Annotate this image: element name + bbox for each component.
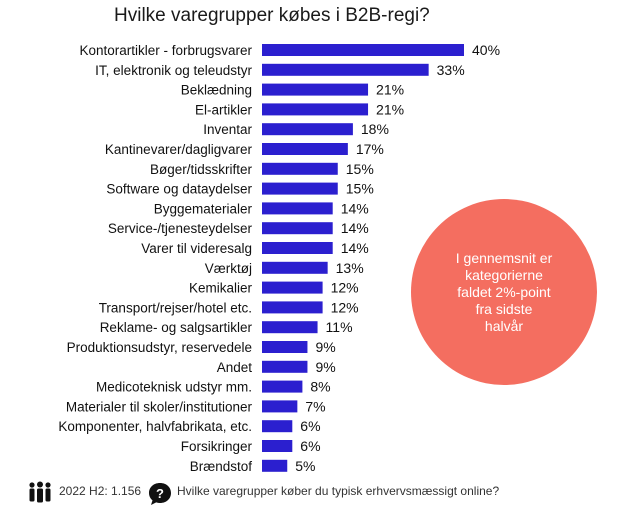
- bar: [262, 281, 323, 294]
- category-label: IT, elektronik og teleudstyr: [95, 63, 252, 78]
- category-label: Varer til videresalg: [141, 241, 252, 256]
- bar: [262, 380, 303, 393]
- value-label: 9%: [315, 359, 335, 375]
- category-label: Medicoteknisk udstyr mm.: [96, 380, 252, 395]
- value-label: 7%: [305, 398, 325, 414]
- value-label: 11%: [326, 319, 353, 335]
- bar: [262, 123, 353, 136]
- category-label: Kemikalier: [189, 281, 253, 296]
- value-label: 17%: [356, 141, 384, 157]
- value-label: 8%: [310, 379, 330, 395]
- callout-text: I gennemsnit er kategorierne faldet 2%-p…: [455, 249, 553, 334]
- category-label: Software og dataydelser: [106, 182, 252, 197]
- category-label: Service-/tjenesteydelser: [108, 221, 253, 236]
- bar: [262, 420, 293, 433]
- value-label: 21%: [376, 82, 404, 98]
- value-label: 14%: [341, 240, 369, 256]
- category-label: Beklædning: [181, 83, 252, 98]
- value-label: 12%: [331, 299, 359, 315]
- bar: [262, 103, 369, 116]
- bar: [262, 400, 298, 413]
- value-label: 13%: [336, 260, 364, 276]
- people-icon: [29, 481, 51, 503]
- value-label: 15%: [346, 161, 374, 177]
- category-label: Komponenter, halvfabrikata, etc.: [58, 419, 252, 434]
- bar: [262, 162, 338, 175]
- bar: [262, 360, 308, 373]
- bar-chart: Kontorartikler - forbrugsvarer 40% IT, ele…: [58, 42, 500, 474]
- sample-size: 2022 H2: 1.156: [59, 484, 142, 498]
- category-label: Værktøj: [205, 261, 252, 276]
- value-label: 6%: [300, 438, 320, 454]
- bar: [262, 261, 328, 274]
- bar: [262, 182, 338, 195]
- bar: [262, 63, 429, 76]
- value-label: 15%: [346, 181, 374, 197]
- category-label: Materialer til skoler/institutioner: [66, 399, 253, 414]
- value-label: 21%: [376, 101, 404, 117]
- bar: [262, 143, 348, 155]
- category-label: Produktionsudstyr, reservedele: [67, 340, 252, 355]
- category-label: Byggematerialer: [154, 201, 253, 216]
- value-label: 12%: [331, 280, 359, 296]
- callout-bubble: I gennemsnit er kategorierne faldet 2%-p…: [411, 199, 597, 385]
- svg-text:?: ?: [156, 486, 164, 501]
- bar: [262, 242, 333, 254]
- category-label: Kontorartikler - forbrugsvarer: [79, 43, 252, 58]
- category-label: Reklame- og salgsartikler: [100, 320, 253, 335]
- category-label: Kantinevarer/dagligvarer: [105, 142, 253, 157]
- value-label: 5%: [295, 458, 315, 474]
- survey-question: Hvilke varegrupper køber du typisk erhve…: [177, 484, 500, 498]
- chart-title: Hvilke varegrupper købes i B2B-regi?: [114, 5, 430, 26]
- category-label: Bøger/tidsskrifter: [150, 162, 253, 177]
- value-label: 40%: [472, 42, 500, 58]
- bar: [262, 83, 369, 96]
- value-label: 14%: [341, 200, 369, 216]
- speech-question-icon: ?: [149, 483, 171, 505]
- category-label: Inventar: [203, 122, 252, 137]
- value-label: 9%: [315, 339, 335, 355]
- category-label: Transport/rejser/hotel etc.: [99, 300, 252, 315]
- category-label: Brændstof: [190, 459, 253, 474]
- category-label: Forsikringer: [181, 439, 253, 454]
- value-label: 18%: [361, 121, 389, 137]
- bar: [262, 341, 308, 353]
- bar: [262, 301, 323, 314]
- footer: 2022 H2: 1.156 ? Hvilke varegrupper købe…: [0, 478, 629, 510]
- bar: [262, 202, 333, 215]
- bar: [262, 459, 288, 472]
- bar: [262, 321, 318, 334]
- category-label: Andet: [217, 360, 253, 375]
- category-label: El-artikler: [195, 102, 253, 117]
- bar: [262, 222, 333, 235]
- bar: [262, 44, 464, 56]
- value-label: 33%: [437, 62, 465, 78]
- value-label: 6%: [300, 418, 320, 434]
- bar: [262, 440, 293, 452]
- value-label: 14%: [341, 220, 369, 236]
